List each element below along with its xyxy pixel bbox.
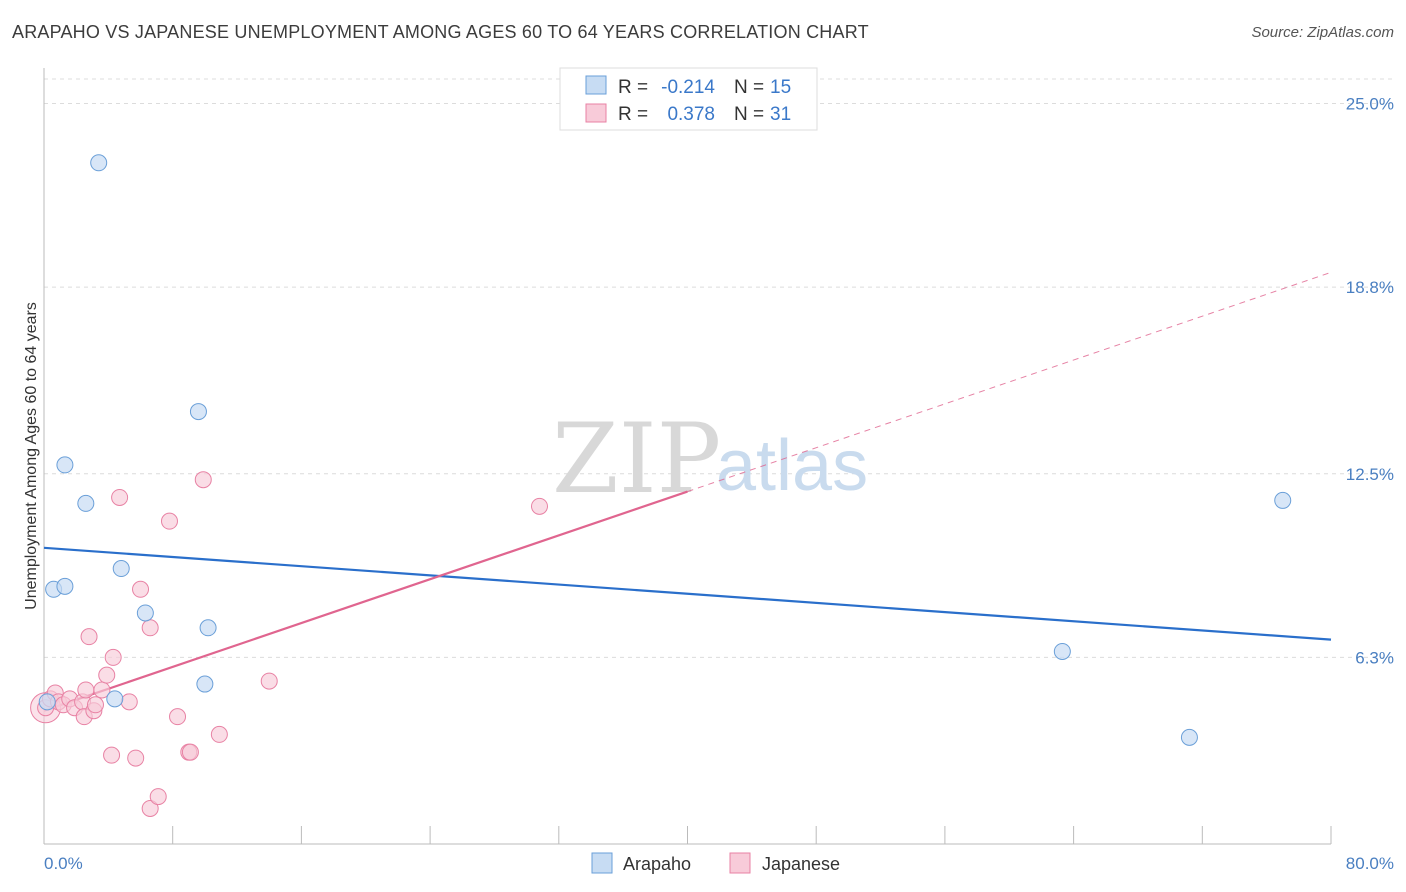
bottom-legend-japanese: Japanese: [762, 854, 840, 874]
y-axis-title: Unemployment Among Ages 60 to 64 years: [23, 302, 40, 610]
point-arapaho: [189, 403, 207, 421]
point-japanese: [77, 681, 95, 699]
point-japanese: [103, 746, 121, 764]
legend-n-value: 15: [770, 77, 791, 98]
trend-line-japanese: [43, 490, 688, 712]
point-japanese: [141, 799, 159, 817]
y-tick-label: 25.0%: [1346, 95, 1394, 114]
x-ticks: [43, 826, 1332, 844]
point-japanese: [111, 488, 129, 506]
grid-lines: [44, 78, 1394, 658]
point-japanese: [80, 628, 98, 646]
point-arapaho: [1180, 728, 1198, 746]
legend-r-label: R =: [618, 77, 648, 98]
point-arapaho: [1053, 642, 1071, 660]
y-tick-label: 12.5%: [1346, 465, 1394, 484]
point-japanese: [210, 725, 228, 743]
point-japanese: [120, 693, 138, 711]
point-japanese: [160, 512, 178, 530]
trend-line-arapaho: [43, 546, 1332, 641]
watermark-zip: ZIP: [552, 403, 721, 515]
point-arapaho: [112, 560, 130, 578]
point-arapaho: [56, 577, 74, 595]
point-arapaho: [196, 675, 214, 693]
point-japanese: [169, 708, 187, 726]
point-arapaho: [136, 604, 154, 622]
bottom-legend: Arapaho Japanese: [591, 852, 840, 874]
trend-line-japanese-extension: [687, 271, 1332, 493]
x-tick-label-max: 80.0%: [1346, 854, 1394, 873]
legend-swatch-japanese: [585, 103, 607, 123]
point-japanese: [181, 743, 199, 761]
x-tick-label-min: 0.0%: [44, 854, 83, 873]
point-arapaho: [106, 690, 124, 708]
source-credit: Source: ZipAtlas.com: [1251, 24, 1394, 41]
point-arapaho: [90, 154, 108, 172]
point-japanese: [127, 749, 145, 767]
legend-r-value: 0.378: [667, 104, 715, 125]
legend-n-value: 31: [770, 104, 791, 125]
point-japanese: [530, 497, 548, 515]
point-japanese: [104, 648, 122, 666]
point-japanese: [141, 619, 159, 637]
point-japanese: [86, 696, 104, 714]
point-japanese: [149, 788, 167, 806]
legend-box: R = -0.214 N = 15 R = 0.378 N = 31: [559, 67, 818, 131]
legend-n-label: N =: [734, 104, 764, 125]
point-japanese: [132, 580, 150, 598]
watermark-atlas: atlas: [716, 426, 868, 506]
watermark: ZIP atlas: [552, 403, 868, 515]
point-japanese: [98, 666, 116, 684]
point-arapaho: [77, 494, 95, 512]
legend-swatch-arapaho: [585, 75, 607, 95]
bottom-legend-arapaho: Arapaho: [623, 854, 691, 874]
data-points: [30, 154, 1292, 817]
bottom-legend-swatch-japanese: [729, 852, 751, 874]
point-arapaho: [56, 456, 74, 474]
y-tick-labels: 6.3% 12.5% 18.8% 25.0%: [1346, 95, 1394, 668]
legend-r-value: -0.214: [661, 77, 715, 98]
point-arapaho: [1274, 491, 1292, 509]
point-arapaho: [199, 619, 217, 637]
legend-n-label: N =: [734, 77, 764, 98]
bottom-legend-swatch-arapaho: [591, 852, 613, 874]
x-tick-labels: 0.0% 80.0%: [44, 854, 1394, 873]
point-japanese: [260, 672, 278, 690]
chart-title: ARAPAHO VS JAPANESE UNEMPLOYMENT AMONG A…: [12, 22, 869, 42]
legend-r-label: R =: [618, 104, 648, 125]
point-arapaho: [38, 693, 56, 711]
y-tick-label: 18.8%: [1346, 278, 1394, 297]
trend-lines: [43, 271, 1332, 712]
point-japanese: [194, 471, 212, 489]
y-tick-label: 6.3%: [1355, 648, 1394, 667]
